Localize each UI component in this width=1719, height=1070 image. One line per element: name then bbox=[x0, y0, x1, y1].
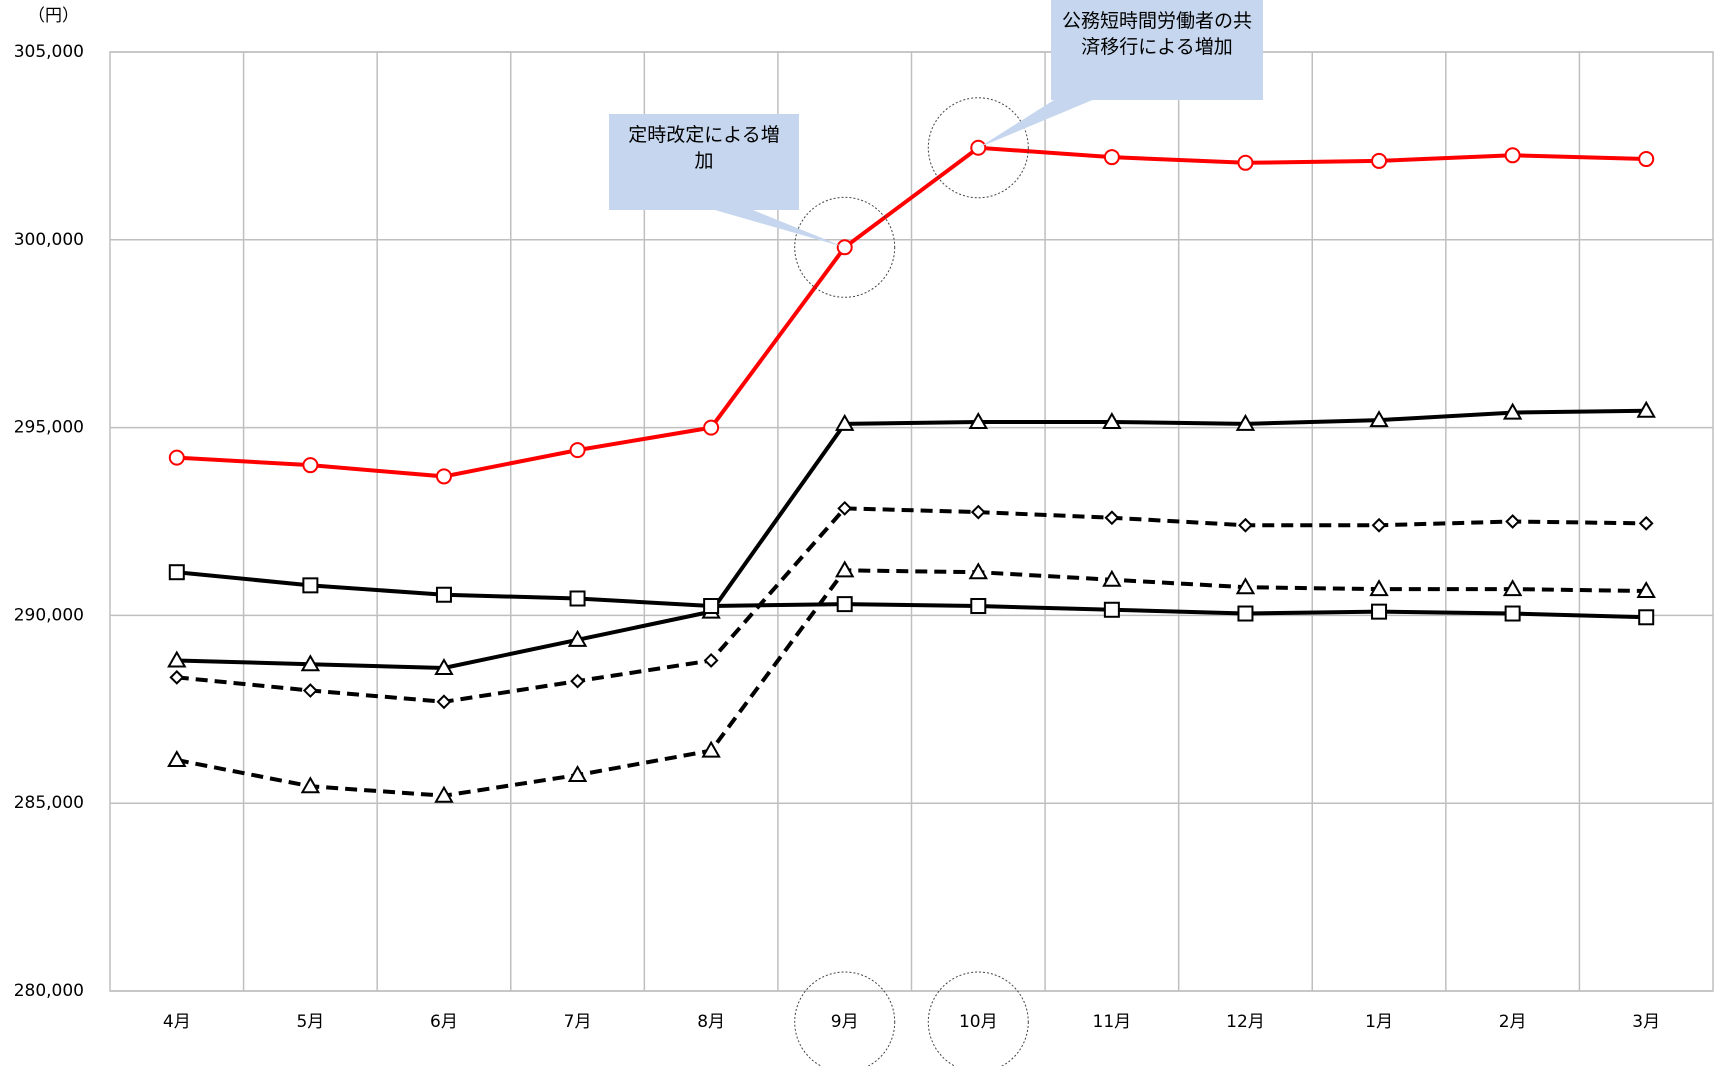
marker bbox=[570, 673, 585, 689]
highlight-circle bbox=[794, 196, 896, 298]
x-tick-label: 3月 bbox=[1632, 1012, 1660, 1032]
marker bbox=[435, 468, 452, 485]
series-line bbox=[176, 506, 1647, 704]
marker bbox=[970, 598, 987, 615]
highlight-circle bbox=[927, 97, 1029, 199]
highlight-circle bbox=[794, 971, 896, 1070]
marker bbox=[834, 413, 855, 431]
marker bbox=[168, 564, 185, 581]
marker bbox=[1371, 152, 1388, 169]
marker bbox=[567, 765, 588, 783]
marker bbox=[1235, 577, 1256, 595]
marker bbox=[1235, 413, 1256, 431]
marker bbox=[167, 650, 187, 668]
x-tick-label: 6月 bbox=[430, 1012, 458, 1032]
x-tick-label: 4月 bbox=[163, 1012, 191, 1032]
x-tick-label: 12月 bbox=[1226, 1012, 1265, 1032]
marker bbox=[1504, 605, 1521, 622]
marker bbox=[1371, 517, 1387, 533]
y-tick-label: 295,000 bbox=[14, 418, 84, 438]
y-tick-label: 290,000 bbox=[14, 605, 84, 625]
marker bbox=[567, 629, 588, 647]
marker bbox=[836, 596, 853, 613]
marker bbox=[434, 785, 454, 803]
y-unit: （円） bbox=[28, 6, 79, 26]
marker bbox=[703, 598, 720, 615]
marker bbox=[837, 500, 853, 516]
marker bbox=[302, 577, 319, 594]
marker bbox=[1102, 411, 1122, 429]
marker bbox=[703, 653, 719, 668]
marker bbox=[703, 419, 720, 436]
series-line bbox=[176, 570, 1647, 620]
marker bbox=[970, 504, 986, 520]
marker bbox=[1504, 147, 1521, 164]
marker bbox=[1638, 609, 1655, 626]
marker bbox=[168, 449, 185, 466]
marker bbox=[1238, 517, 1253, 533]
x-tick-label: 2月 bbox=[1499, 1012, 1527, 1032]
callout-pointer bbox=[978, 98, 1098, 148]
x-tick-label: 11月 bbox=[1093, 1012, 1132, 1032]
callout: 公務短時間労働者の共済移行による増加 bbox=[1051, 0, 1263, 100]
marker bbox=[1104, 510, 1120, 526]
marker bbox=[1638, 151, 1655, 168]
marker bbox=[435, 586, 452, 603]
marker bbox=[1103, 149, 1120, 166]
marker bbox=[1502, 402, 1523, 420]
marker bbox=[1237, 605, 1254, 622]
x-tick-label: 7月 bbox=[564, 1012, 592, 1032]
marker bbox=[1636, 580, 1656, 598]
marker bbox=[1103, 601, 1120, 618]
y-tick-label: 280,000 bbox=[14, 981, 84, 1001]
marker bbox=[834, 560, 855, 578]
marker bbox=[167, 749, 187, 768]
marker bbox=[302, 457, 319, 474]
marker bbox=[436, 694, 452, 710]
marker bbox=[169, 669, 185, 685]
series-line bbox=[176, 408, 1647, 670]
marker bbox=[1369, 579, 1389, 597]
x-tick-label: 5月 bbox=[296, 1012, 324, 1032]
marker bbox=[701, 740, 721, 758]
marker bbox=[1102, 569, 1122, 587]
plot-border bbox=[109, 51, 1714, 992]
marker bbox=[569, 590, 586, 607]
x-tick-label: 9月 bbox=[831, 1012, 859, 1032]
x-tick-label: 1月 bbox=[1365, 1012, 1393, 1032]
marker bbox=[1371, 603, 1388, 620]
marker bbox=[302, 683, 318, 698]
highlight-circle bbox=[927, 971, 1029, 1070]
marker bbox=[1636, 400, 1656, 418]
series-line bbox=[176, 568, 1647, 798]
callout: 定時改定による増加 bbox=[609, 114, 799, 210]
marker bbox=[1237, 154, 1254, 171]
marker bbox=[300, 654, 321, 672]
marker bbox=[569, 442, 586, 459]
y-tick-label: 285,000 bbox=[14, 793, 84, 813]
series-line bbox=[176, 145, 1647, 479]
marker bbox=[968, 562, 989, 580]
marker bbox=[300, 776, 321, 794]
marker bbox=[434, 657, 454, 675]
marker bbox=[1369, 410, 1389, 428]
x-tick-label: 10月 bbox=[959, 1012, 998, 1032]
marker bbox=[1505, 514, 1521, 529]
marker bbox=[1638, 515, 1654, 531]
marker bbox=[968, 411, 989, 429]
callout-pointer bbox=[708, 208, 845, 248]
y-tick-label: 305,000 bbox=[14, 42, 84, 62]
y-tick-label: 300,000 bbox=[14, 230, 84, 250]
x-tick-label: 8月 bbox=[697, 1012, 725, 1032]
marker bbox=[1502, 579, 1523, 597]
